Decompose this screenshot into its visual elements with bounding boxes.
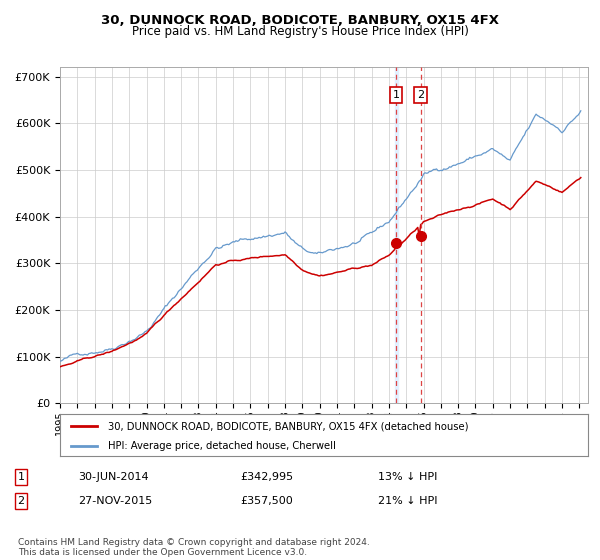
Text: 30, DUNNOCK ROAD, BODICOTE, BANBURY, OX15 4FX: 30, DUNNOCK ROAD, BODICOTE, BANBURY, OX1… [101,14,499,27]
Text: 27-NOV-2015: 27-NOV-2015 [78,496,152,506]
Text: 1: 1 [392,90,400,100]
Text: Contains HM Land Registry data © Crown copyright and database right 2024.
This d: Contains HM Land Registry data © Crown c… [18,538,370,557]
Text: 2: 2 [17,496,25,506]
Text: 13% ↓ HPI: 13% ↓ HPI [378,472,437,482]
Text: £357,500: £357,500 [240,496,293,506]
Text: 2: 2 [417,90,424,100]
Text: 30, DUNNOCK ROAD, BODICOTE, BANBURY, OX15 4FX (detached house): 30, DUNNOCK ROAD, BODICOTE, BANBURY, OX1… [107,421,468,431]
Text: 30-JUN-2014: 30-JUN-2014 [78,472,149,482]
Bar [395,67,398,403]
Text: 21% ↓ HPI: 21% ↓ HPI [378,496,437,506]
Text: HPI: Average price, detached house, Cherwell: HPI: Average price, detached house, Cher… [107,441,335,451]
Text: 1: 1 [17,472,25,482]
Text: Price paid vs. HM Land Registry's House Price Index (HPI): Price paid vs. HM Land Registry's House … [131,25,469,38]
Text: £342,995: £342,995 [240,472,293,482]
